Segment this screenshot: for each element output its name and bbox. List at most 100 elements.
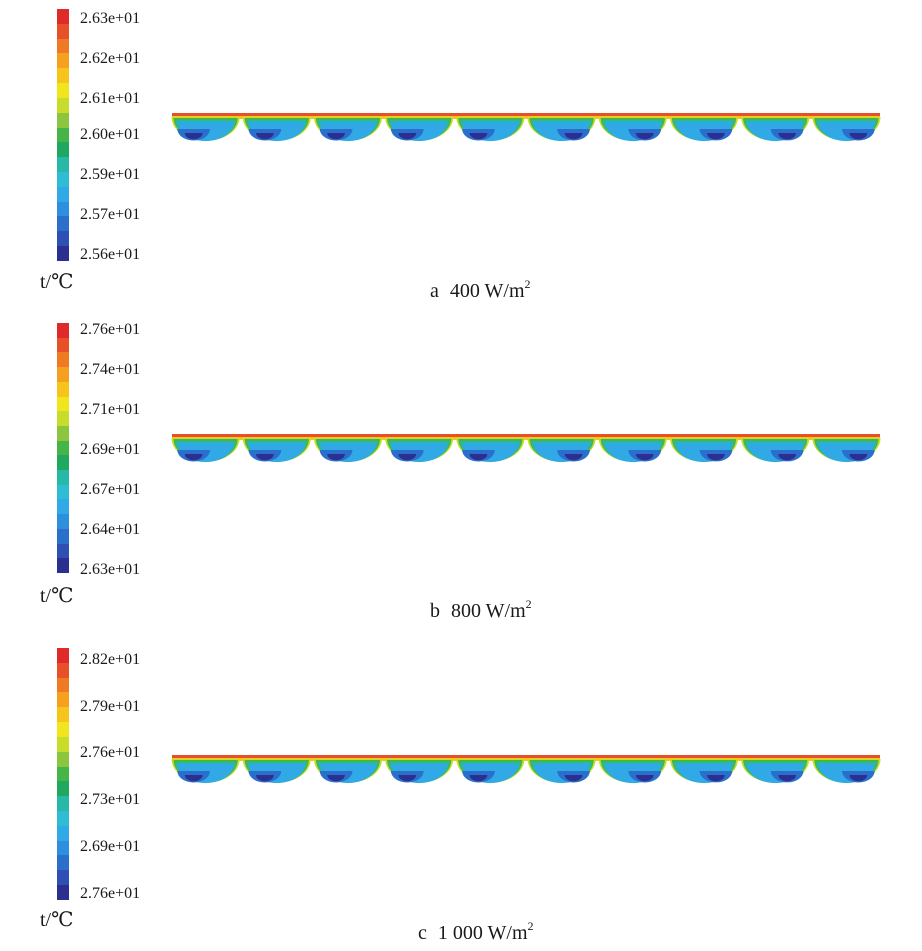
colorbar-tick: 2.59e+01 xyxy=(80,166,141,183)
temperature-contour xyxy=(170,113,882,173)
fin-cell xyxy=(385,438,454,463)
fin-cell xyxy=(242,438,311,463)
fin-cell xyxy=(598,117,667,142)
fin-cell xyxy=(741,759,810,784)
contour-band xyxy=(778,133,797,140)
caption-letter: c xyxy=(418,922,427,944)
colorbar-band xyxy=(57,870,69,885)
colorbar-band xyxy=(57,677,69,693)
colorbar-band xyxy=(57,781,69,797)
contour-band xyxy=(564,775,583,782)
fin-cell xyxy=(313,438,383,463)
colorbar-tick: 2.56e+01 xyxy=(80,246,141,263)
colorbar-band xyxy=(57,83,69,98)
contour-band xyxy=(184,775,203,782)
colorbar-tick: 2.79e+01 xyxy=(80,698,141,715)
colorbar-band xyxy=(57,323,69,338)
contour-band xyxy=(255,775,274,782)
caption-unit: W/m xyxy=(485,600,526,622)
fin-cell xyxy=(456,117,525,142)
warm-strip xyxy=(172,116,880,119)
hot-strip xyxy=(172,434,880,437)
caption-value: 400 xyxy=(449,280,480,302)
caption-value: 800 xyxy=(451,600,481,622)
caption-sup: 2 xyxy=(527,919,534,933)
caption-sup: 2 xyxy=(524,277,531,291)
temperature-contour xyxy=(170,755,882,815)
contour-band xyxy=(849,775,868,782)
contour-band xyxy=(469,133,488,140)
colorbar xyxy=(57,9,69,261)
colorbar-band xyxy=(57,455,69,471)
contour-band xyxy=(635,454,654,461)
colorbar-band xyxy=(57,514,69,529)
caption: b 800 W/m2 xyxy=(430,598,532,622)
contour-band xyxy=(398,775,417,782)
colorbar-band xyxy=(57,38,69,54)
fin-cell xyxy=(242,759,311,784)
contour-band xyxy=(707,454,725,461)
contour-band xyxy=(398,454,417,461)
fin-cell xyxy=(171,438,240,463)
colorbar-tick: 2.63e+01 xyxy=(80,10,141,27)
contour-band xyxy=(778,454,797,461)
caption-letter: b xyxy=(430,600,440,622)
colorbar-band xyxy=(57,246,69,261)
unit-label: t/℃ xyxy=(40,585,74,607)
colorbar-band xyxy=(57,484,69,500)
colorbar-band xyxy=(57,53,69,69)
colorbar-band xyxy=(57,97,69,113)
fin-cell xyxy=(456,438,525,463)
colorbar-tick: 2.73e+01 xyxy=(80,791,141,808)
colorbar-band xyxy=(57,231,69,246)
contour-band xyxy=(255,454,274,461)
hot-strip xyxy=(172,755,880,758)
colorbar-band xyxy=(57,470,69,485)
colorbar-band xyxy=(57,68,69,84)
colorbar-band xyxy=(57,528,69,544)
caption-unit: W/m xyxy=(487,922,528,944)
caption: a 400 W/m2 xyxy=(430,277,531,302)
contour-band xyxy=(564,133,583,140)
contour-band xyxy=(255,133,274,140)
colorbar-band xyxy=(57,186,69,202)
colorbar-tick: 2.76e+01 xyxy=(80,744,141,761)
fin-cell xyxy=(669,117,739,142)
colorbar-band xyxy=(57,751,69,767)
colorbar-band xyxy=(57,885,69,900)
colorbar-band xyxy=(57,810,69,826)
colorbar-band xyxy=(57,367,69,382)
colorbar-tick: 2.64e+01 xyxy=(80,521,141,538)
colorbar-band xyxy=(57,112,69,128)
fin-cell xyxy=(598,759,667,784)
fin-cell xyxy=(313,117,383,142)
contour-band xyxy=(635,133,654,140)
colorbar-tick: 2.76e+01 xyxy=(80,321,141,338)
colorbar-band xyxy=(57,411,69,426)
colorbar-band xyxy=(57,337,69,353)
colorbar-band xyxy=(57,352,69,368)
colorbar-tick: 2.67e+01 xyxy=(80,481,141,498)
colorbar-band xyxy=(57,171,69,187)
colorbar-band xyxy=(57,692,69,708)
colorbar-band xyxy=(57,558,69,573)
colorbar-tick: 2.76e+01 xyxy=(80,885,141,902)
colorbar-tick: 2.57e+01 xyxy=(80,206,141,223)
fin-cell xyxy=(385,117,454,142)
fin-cell xyxy=(385,759,454,784)
contour-band xyxy=(564,454,583,461)
unit-label: t/℃ xyxy=(40,271,74,293)
caption-value: 1 000 xyxy=(437,922,483,944)
colorbar-tick: 2.71e+01 xyxy=(80,401,141,418)
fin-cell xyxy=(527,438,596,463)
fin-cell xyxy=(669,759,739,784)
fin-cell xyxy=(171,117,240,142)
contour-band xyxy=(707,775,725,782)
fin-cell xyxy=(598,438,667,463)
colorbar-band xyxy=(57,499,69,515)
contour-band xyxy=(469,454,488,461)
colorbar xyxy=(57,323,69,573)
colorbar-band xyxy=(57,796,69,811)
colorbar-band xyxy=(57,840,69,856)
colorbar-tick: 2.69e+01 xyxy=(80,838,141,855)
